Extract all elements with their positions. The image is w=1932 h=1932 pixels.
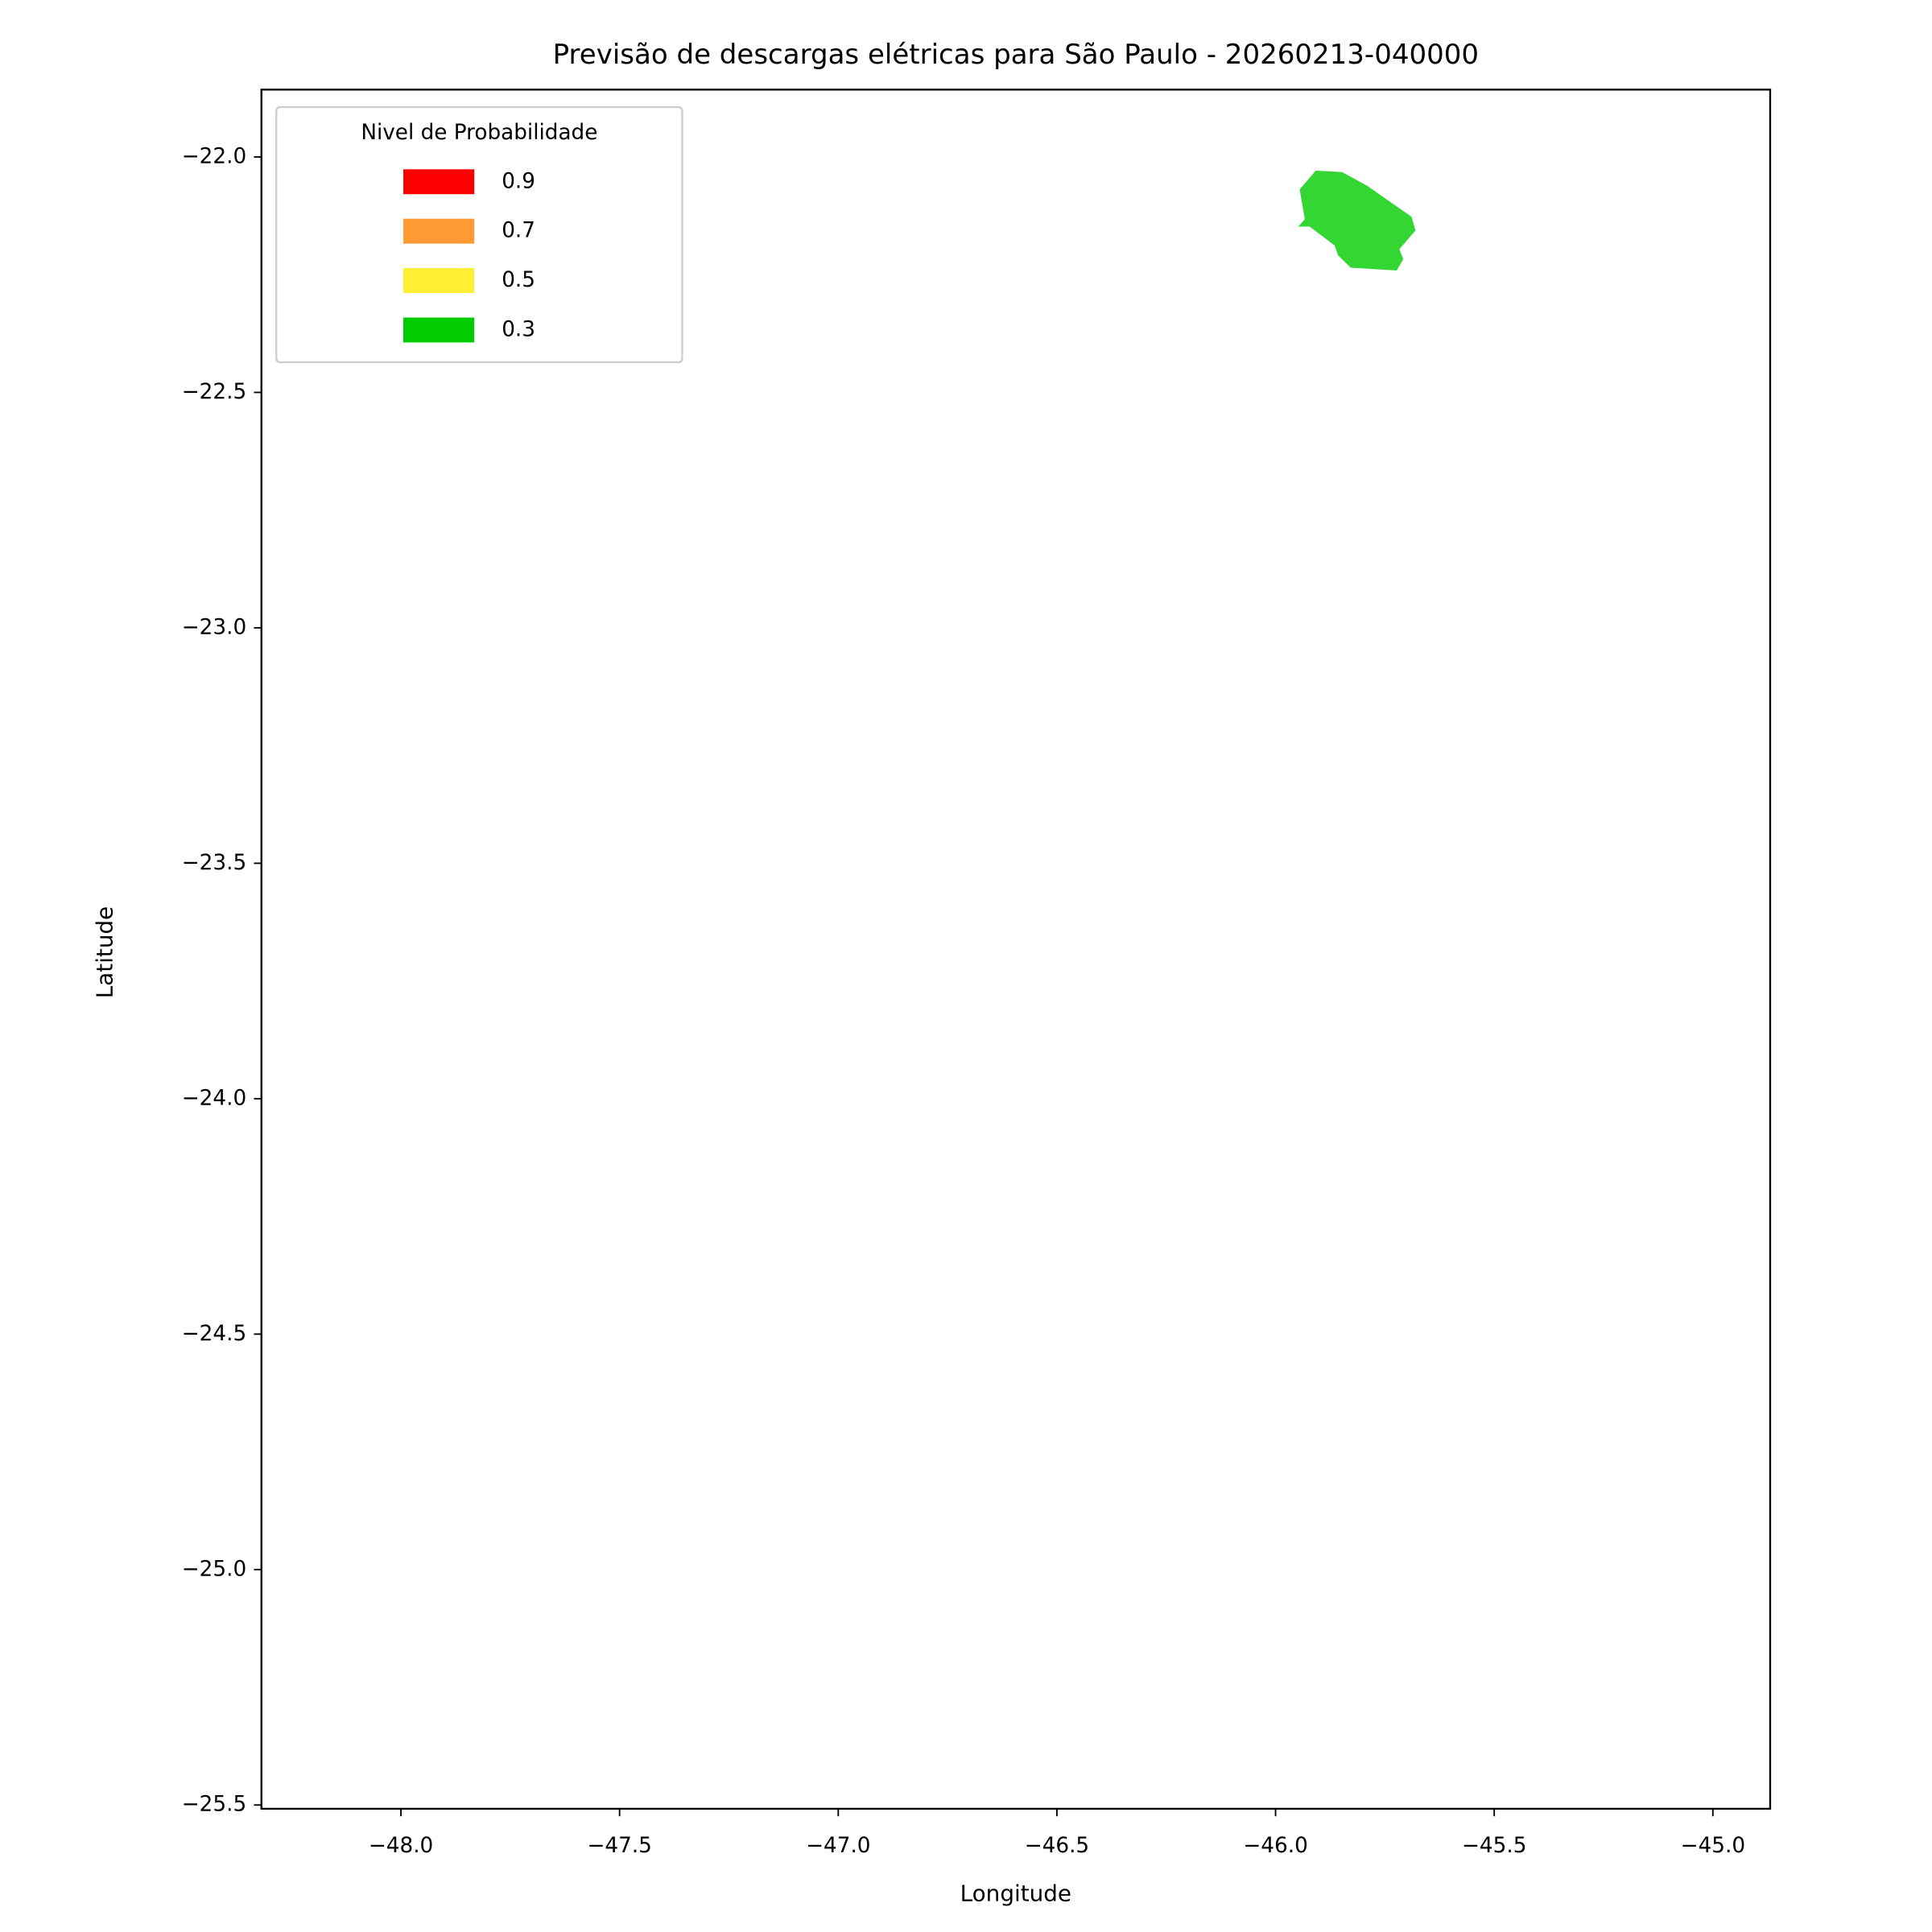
legend: Nivel de Probabilidade 0.9 0.7 0.5 0.3 — [275, 105, 683, 364]
x-axis-label: Longitude — [960, 1880, 1071, 1907]
x-tick-label: −46.0 — [1243, 1834, 1308, 1858]
storm-area — [1298, 170, 1416, 270]
legend-title: Nivel de Probabilidade — [361, 121, 597, 145]
legend-box — [275, 105, 683, 364]
y-tick-label: −25.0 — [182, 1557, 247, 1581]
y-tick-label: −24.5 — [182, 1322, 247, 1346]
x-tick-label: −48.0 — [369, 1834, 434, 1858]
legend-swatch — [403, 218, 475, 244]
y-tick-label: −23.0 — [182, 615, 247, 639]
legend-swatch — [403, 169, 475, 195]
x-tick-label: −47.5 — [587, 1834, 652, 1858]
y-tick-label: −22.0 — [182, 144, 247, 168]
x-tick-label: −47.0 — [806, 1834, 871, 1858]
legend-swatch — [403, 268, 475, 294]
y-tick-label: −25.5 — [182, 1793, 247, 1817]
x-tick-label: −46.5 — [1025, 1834, 1090, 1858]
x-tick-label: −45.0 — [1681, 1834, 1746, 1858]
legend-label: 0.9 — [502, 169, 535, 193]
legend-label: 0.3 — [502, 317, 535, 341]
y-tick-label: −22.5 — [182, 380, 247, 404]
y-axis-label: Latitude — [91, 906, 118, 999]
x-tick-label: −45.5 — [1462, 1834, 1527, 1858]
y-tick-label: −24.0 — [182, 1086, 247, 1110]
chart-title: Previsão de descargas elétricas para São… — [553, 39, 1479, 71]
y-tick-label: −23.5 — [182, 851, 247, 875]
plot-frame — [260, 89, 1772, 1810]
legend-swatch — [403, 317, 475, 343]
legend-label: 0.5 — [502, 268, 535, 292]
legend-label: 0.7 — [502, 219, 535, 243]
